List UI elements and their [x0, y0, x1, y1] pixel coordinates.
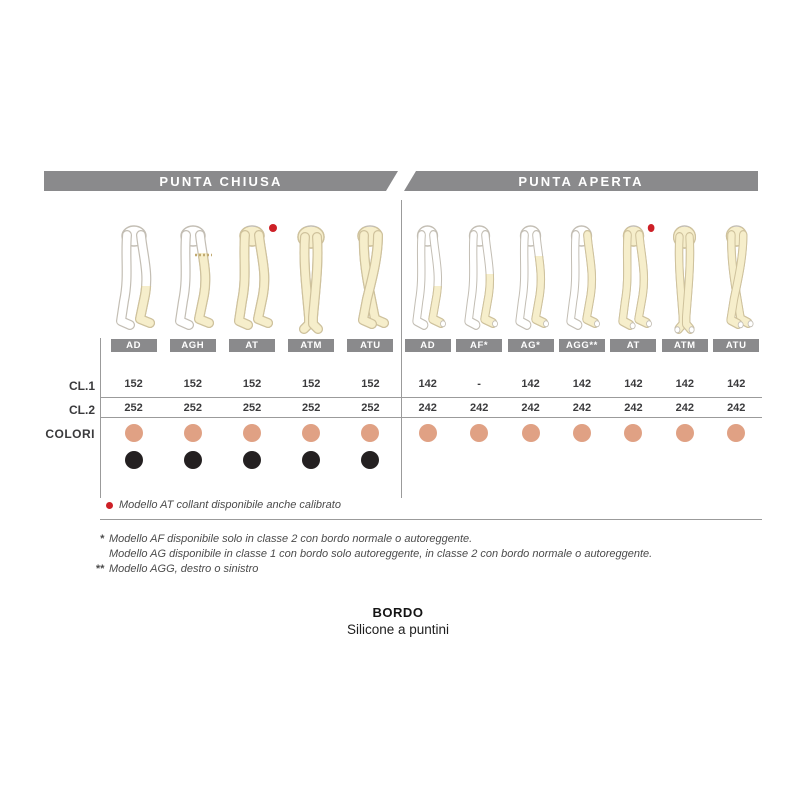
footnote-row: * Modello AF disponibile solo in classe 2… — [84, 531, 652, 546]
table-left-divider — [100, 338, 101, 498]
model-header-AT: AT — [610, 339, 657, 352]
color-dot-skin — [521, 424, 540, 442]
rule-under-cl2 — [100, 417, 762, 418]
leg-maternity-tights-closed-icon — [282, 211, 341, 337]
leg-monocollant-open-icon — [556, 211, 607, 337]
color-dot-skin — [727, 424, 746, 442]
leg-tights-closed-icon — [222, 211, 281, 337]
model-header-ATM: ATM — [661, 339, 708, 352]
header-label-punta-aperta: PUNTA APERTA — [518, 173, 644, 189]
model-header-ATU: ATU — [713, 339, 760, 352]
header-bar-punta-aperta: PUNTA APERTA — [404, 171, 758, 191]
leg-knee-high-open-icon — [402, 211, 453, 337]
color-dot-black — [302, 451, 321, 469]
footnote-row: Modello AG disponibile in classe 1 con b… — [84, 546, 652, 561]
cl1-value: 142 — [418, 378, 437, 390]
color-dot-skin — [418, 424, 437, 442]
leg-knee-high-closed-icon — [104, 211, 163, 337]
leg-above-knee-open-icon — [453, 211, 504, 337]
model-header-AG: AG* — [507, 339, 554, 352]
model-header-AD: AD — [110, 339, 157, 352]
footnote-text: Modello AG disponibile in classe 1 con b… — [109, 547, 653, 560]
cl1-value: 152 — [124, 378, 143, 390]
color-dot-black — [183, 451, 202, 469]
row-label-colori: COLORI — [45, 427, 95, 441]
leg-tights-back-closed-icon — [341, 211, 400, 337]
cl1-value: 152 — [183, 378, 202, 390]
color-dot-skin — [243, 424, 261, 442]
cl1-value: 152 — [361, 378, 380, 390]
section-divider — [401, 200, 402, 498]
cl2-value: 242 — [469, 402, 489, 414]
model-header-AD: AD — [404, 339, 451, 352]
model-header-AT: AT — [229, 339, 275, 352]
cl2-value: 252 — [302, 402, 321, 414]
footnote-marker: ** — [95, 562, 104, 575]
cl2-value: 242 — [521, 402, 540, 414]
model-header-AGG: AGG** — [558, 339, 605, 352]
header-bar-punta-chiusa: PUNTA CHIUSA — [44, 171, 398, 191]
color-dot-skin — [470, 424, 489, 442]
cl2-value: 242 — [727, 402, 746, 414]
cl2-value: 242 — [572, 402, 592, 414]
footnote-marker: * — [99, 532, 104, 545]
leg-thigh-high-band-closed-icon — [163, 211, 222, 337]
color-dot-black — [361, 451, 380, 469]
row-label-cl2: CL.2 — [68, 403, 95, 417]
legend-at: Modello AT collant disponibile anche cal… — [106, 499, 341, 511]
legend-at-text: Modello AT collant disponibile anche cal… — [119, 499, 341, 511]
model-header-ATU: ATU — [347, 339, 394, 352]
cl1-value: 152 — [242, 378, 262, 390]
header-label-punta-chiusa: PUNTA CHIUSA — [159, 173, 283, 189]
color-dot-black — [124, 451, 143, 469]
rule-above-footnotes — [100, 519, 762, 520]
leg-tights-open-icon — [608, 211, 659, 337]
cl2-value: 252 — [242, 402, 262, 414]
cl1-value: - — [477, 378, 481, 390]
rule-under-cl1 — [100, 397, 762, 398]
cl1-value: 142 — [675, 378, 694, 390]
cl2-value: 242 — [675, 402, 694, 414]
bordo-title: BORDO — [372, 605, 424, 620]
leg-tights-back-open-icon — [711, 211, 762, 337]
footnote-text: Modello AGG, destro o sinistro — [109, 562, 259, 575]
leg-thigh-high-open-icon — [505, 211, 556, 337]
cl2-value: 242 — [624, 402, 643, 414]
cl1-value: 142 — [727, 378, 746, 390]
color-dot-skin — [124, 424, 143, 442]
footnote-row: ** Modello AGG, destro o sinistro — [84, 561, 652, 576]
cl2-value: 252 — [124, 402, 143, 414]
color-dot-skin — [572, 424, 591, 442]
cl1-value: 142 — [572, 378, 592, 390]
model-header-ATM: ATM — [288, 339, 335, 352]
cl2-value: 252 — [361, 402, 380, 414]
leg-maternity-tights-open-icon — [659, 211, 710, 337]
color-dot-skin — [675, 424, 694, 442]
model-header-AGH: AGH — [169, 339, 216, 352]
row-label-cl1: CL.1 — [68, 379, 95, 393]
color-dot-skin — [624, 424, 643, 442]
cl2-value: 242 — [418, 402, 437, 414]
cl1-value: 152 — [302, 378, 321, 390]
cl2-value: 252 — [183, 402, 202, 414]
color-dot-black — [243, 451, 261, 469]
footnotes: * Modello AF disponibile solo in classe 2… — [84, 531, 652, 576]
cl1-value: 142 — [521, 378, 540, 390]
color-dot-skin — [183, 424, 202, 442]
bordo-subtitle: Silicone a puntini — [346, 622, 450, 637]
footnote-text: Modello AF disponibile solo in classe 2 … — [109, 532, 473, 545]
red-dot-legend-icon — [106, 501, 113, 509]
color-dot-skin — [302, 424, 321, 442]
model-header-AF: AF* — [456, 339, 503, 352]
cl1-value: 142 — [624, 378, 643, 390]
color-dot-skin — [361, 424, 380, 442]
